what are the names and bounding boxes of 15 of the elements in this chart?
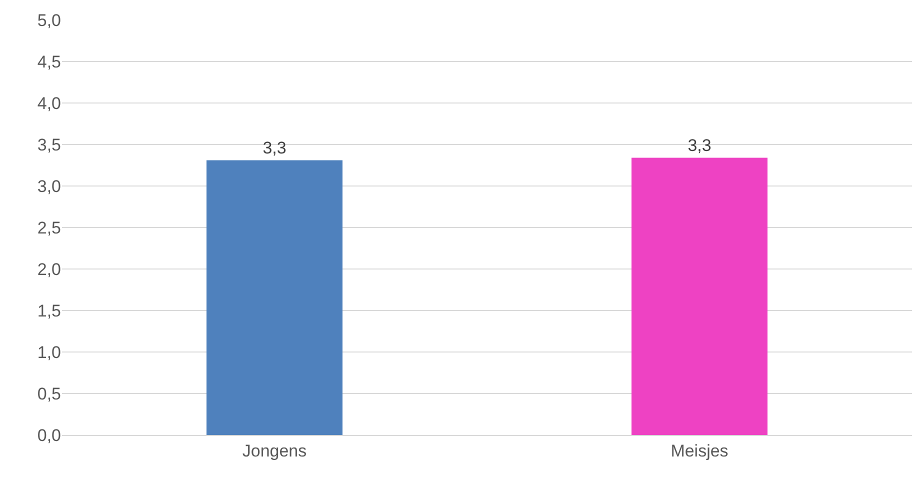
data-label: 3,3 (262, 138, 286, 158)
y-tick-label: 3,5 (37, 135, 61, 154)
y-tick-label: 4,0 (37, 94, 61, 113)
data-label: 3,3 (688, 136, 712, 155)
y-tick-label: 2,5 (37, 218, 61, 238)
y-tick-label: 4,5 (37, 52, 61, 72)
y-tick-label: 2,0 (37, 260, 61, 279)
y-tick-label: 1,0 (37, 342, 61, 362)
y-tick-label: 0,0 (37, 426, 61, 445)
y-tick-label: 5,0 (37, 10, 61, 30)
y-tick-label: 0,5 (37, 384, 61, 404)
y-tick-label: 1,5 (37, 301, 61, 320)
y-tick-label: 3,0 (37, 176, 61, 196)
x-tick-label: Jongens (242, 441, 307, 460)
x-tick-label: Meisjes (670, 441, 728, 460)
